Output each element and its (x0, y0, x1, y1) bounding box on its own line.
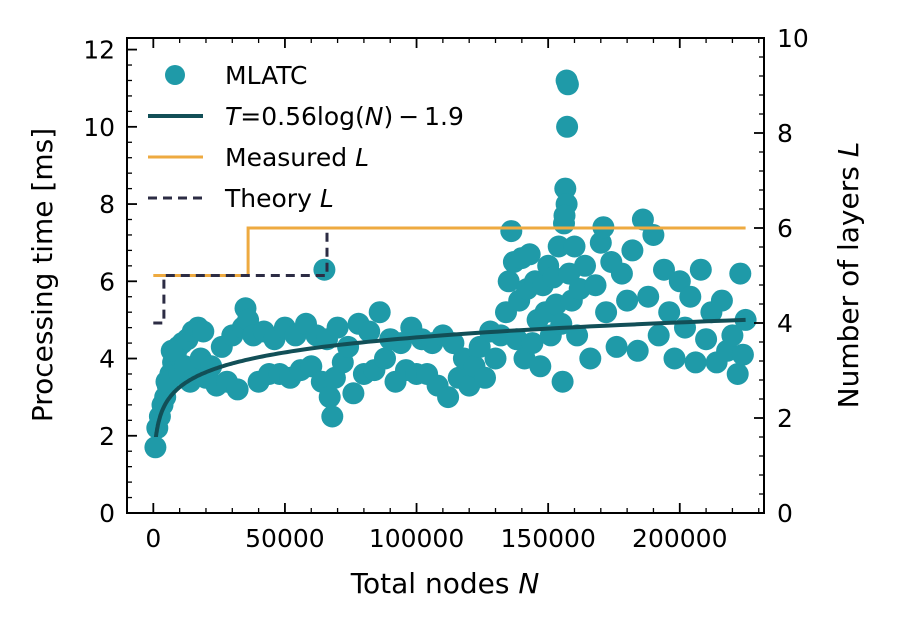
x-tick-label: 200000 (632, 524, 727, 553)
mlatc-point (637, 285, 660, 308)
x-tick-label: 0 (145, 524, 161, 553)
legend-mlatc-marker (165, 65, 185, 85)
mlatc-point (731, 343, 754, 366)
mlatc-point (584, 274, 607, 297)
y-tick-label: 0 (99, 499, 115, 528)
y-ticks: 0 2 4 6 8 10 12 (83, 36, 137, 528)
y-tick-label: 4 (99, 345, 115, 374)
theory-layers-line (153, 228, 329, 325)
mlatc-point (358, 320, 381, 343)
legend-mlatc-label: MLATC (225, 61, 308, 90)
mlatc-point (192, 320, 215, 343)
fit-layer (154, 317, 746, 437)
mlatc-point (605, 335, 628, 358)
mlatc-point (621, 239, 644, 262)
mlatc-point (313, 258, 336, 281)
x-ticks: 0 50000 100000 150000 200000 (126, 38, 760, 553)
mlatc-point (679, 285, 702, 308)
mlatc-point (710, 289, 733, 312)
mlatc-point (342, 382, 365, 405)
mlatc-point (497, 270, 520, 293)
fit-curve (154, 317, 746, 437)
mlatc-point (437, 386, 460, 409)
mlatc-point (374, 347, 396, 370)
mlatc-point (566, 324, 589, 347)
x-axis-label: Total nodes N (350, 567, 540, 600)
mlatc-point (556, 115, 579, 138)
mlatc-point (631, 208, 654, 231)
mlatc-point (626, 339, 649, 362)
mlatc-point (684, 351, 707, 374)
mlatc-point (616, 289, 639, 312)
y-tick-label: 8 (99, 190, 115, 219)
mlatc-point (726, 363, 749, 385)
y-axis-label: Processing time [ms] (26, 128, 59, 422)
y2-tick-label: 4 (777, 309, 793, 338)
legend-theory-label: Theory L (224, 184, 334, 213)
y-tick-label: 6 (99, 267, 115, 296)
mlatc-point (689, 258, 712, 281)
y2-tick-label: 6 (777, 214, 793, 243)
x-tick-label: 50000 (245, 524, 325, 553)
y2-tick-label: 8 (777, 119, 793, 148)
mlatc-point (553, 204, 576, 227)
plot-frame (126, 37, 765, 514)
mlatc-point (563, 235, 586, 258)
mlatc-point (729, 262, 752, 285)
mlatc-point (574, 254, 596, 277)
mlatc-point (647, 324, 670, 347)
y-tick-label: 12 (83, 36, 115, 65)
mlatc-point (144, 436, 167, 459)
mlatc-point (653, 258, 675, 281)
y-tick-label: 10 (83, 113, 115, 142)
mlatc-point (484, 347, 507, 370)
mlatc-point (551, 370, 574, 393)
mlatc-point (610, 262, 633, 285)
mlatc-point (321, 405, 344, 428)
mlatc-point (474, 366, 496, 389)
mlatc-point (658, 301, 681, 324)
mlatc-point (721, 324, 744, 347)
mlatc-point (500, 220, 523, 243)
mlatc-point (518, 243, 541, 266)
mlatc-point (663, 347, 686, 370)
mlatc-point (300, 355, 323, 378)
mlatc-point (579, 347, 602, 370)
legend-fit-label: T=0.56log(N) − 1.9 (225, 102, 464, 131)
mlatc-point (442, 332, 465, 355)
mlatc-point (368, 301, 391, 324)
mlatc-point (226, 378, 249, 401)
mlatc-point (337, 335, 360, 358)
x-tick-label: 100000 (369, 524, 464, 553)
legend: MLATC T=0.56log(N) − 1.9 Measured L Theo… (148, 61, 464, 213)
mlatc-point (668, 270, 691, 293)
legend-measured-label: Measured L (225, 143, 369, 172)
mlatc-point (521, 332, 544, 355)
mlatc-point (674, 316, 696, 339)
y2-axis-label: Number of layers L (832, 142, 865, 409)
mlatc-point (595, 301, 618, 324)
y2-tick-label: 10 (777, 24, 809, 53)
mlatc-point (556, 73, 579, 96)
mlatc-point (160, 339, 183, 362)
mlatc-point (547, 235, 570, 258)
mlatc-point (326, 316, 349, 339)
step-layer (153, 226, 746, 325)
x-tick-label: 150000 (500, 524, 595, 553)
mlatc-point (318, 386, 341, 409)
y2-tick-label: 0 (777, 499, 793, 528)
mlatc-point (468, 335, 491, 358)
y2-tick-label: 2 (777, 404, 793, 433)
y2-ticks: 0 2 4 6 8 10 (754, 24, 809, 528)
y-tick-label: 2 (99, 422, 115, 451)
mlatc-point (695, 328, 718, 351)
mlatc-point (529, 355, 552, 378)
